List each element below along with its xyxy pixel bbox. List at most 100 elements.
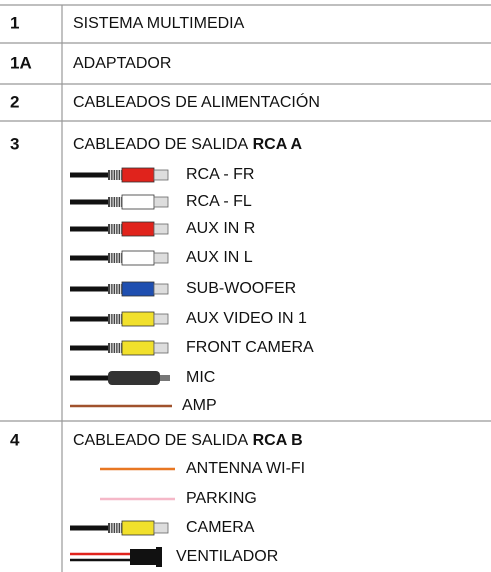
- fan-latch: [156, 547, 162, 567]
- jack-body: [108, 371, 160, 385]
- crimp-ridge: [120, 170, 122, 180]
- crimp-ridge: [112, 284, 114, 294]
- item-label: PARKING: [186, 490, 257, 507]
- connector-icon: [70, 221, 169, 237]
- crimp-ridge: [112, 170, 114, 180]
- row-label: ADAPTADOR: [73, 55, 171, 72]
- crimp-ridge: [110, 523, 112, 533]
- item-label: AUX VIDEO IN 1: [186, 310, 307, 327]
- crimp-ridge: [120, 343, 122, 353]
- label-text: CABLEADOS DE ALIMENTACIÓN: [73, 92, 320, 111]
- crimp-ridge: [120, 224, 122, 234]
- crimp-ridge: [112, 197, 114, 207]
- connector-icon: [70, 547, 162, 567]
- label-text: CABLEADO DE SALIDA: [73, 432, 249, 449]
- item-label: FRONT CAMERA: [186, 339, 314, 356]
- crimp-ridge: [115, 314, 117, 324]
- plug-body: [121, 250, 155, 266]
- crimp-ridge: [117, 523, 119, 533]
- plug-body: [121, 194, 155, 210]
- row-label: SISTEMA MULTIMEDIA: [73, 15, 245, 32]
- crimp-ridge: [120, 284, 122, 294]
- plug-tip: [153, 342, 169, 354]
- crimp-ridge: [117, 197, 119, 207]
- connector-icon: [70, 194, 169, 210]
- crimp-ridge: [117, 284, 119, 294]
- crimp-ridge: [117, 224, 119, 234]
- fan-connector: [130, 549, 156, 565]
- crimp-ridge: [110, 170, 112, 180]
- label-text: CABLEADO DE SALIDA: [73, 136, 249, 153]
- plug-tip: [153, 169, 169, 181]
- row-number: 1: [10, 13, 19, 32]
- row-number: 1A: [10, 53, 32, 72]
- connector-icon: [70, 340, 169, 356]
- crimp-ridge: [115, 523, 117, 533]
- cable: [70, 375, 110, 381]
- plug-tip: [153, 223, 169, 235]
- crimp-ridge: [120, 314, 122, 324]
- crimp-ridge: [115, 197, 117, 207]
- crimp-ridge: [117, 343, 119, 353]
- table-grid: [0, 4, 491, 572]
- cable: [70, 345, 110, 351]
- item-label: AMP: [182, 397, 217, 414]
- plug-tip: [153, 196, 169, 208]
- crimp-ridge: [110, 253, 112, 263]
- crimp-ridge: [117, 314, 119, 324]
- crimp-ridge: [115, 343, 117, 353]
- plug-body: [121, 281, 155, 297]
- crimp-ridge: [110, 343, 112, 353]
- crimp-ridge: [110, 224, 112, 234]
- connector-icon: [70, 250, 169, 266]
- plug-tip: [153, 283, 169, 295]
- crimp-ridge: [120, 197, 122, 207]
- connector-icon: [70, 371, 170, 385]
- connector-icon: [70, 167, 169, 183]
- item-label: CAMERA: [186, 519, 255, 536]
- item-label: VENTILADOR: [176, 548, 278, 565]
- row-label: CABLEADO DE SALIDA RCA B: [73, 432, 303, 449]
- crimp-ridge: [117, 170, 119, 180]
- crimp-ridge: [110, 284, 112, 294]
- item-label: SUB-WOOFER: [186, 280, 296, 297]
- label-bold: RCA A: [253, 136, 303, 153]
- plug-tip: [153, 313, 169, 325]
- crimp-ridge: [115, 284, 117, 294]
- item-label: MIC: [186, 369, 215, 386]
- item-label: RCA - FL: [186, 193, 252, 210]
- cable: [70, 525, 110, 531]
- crimp-ridge: [112, 343, 114, 353]
- label-text: SISTEMA MULTIMEDIA: [73, 15, 245, 32]
- row-label: CABLEADOS DE ALIMENTACIÓN: [73, 92, 320, 111]
- item-label: AUX IN R: [186, 220, 255, 237]
- plug-body: [121, 221, 155, 237]
- crimp-ridge: [110, 314, 112, 324]
- item-label: ANTENNA WI-FI: [186, 460, 305, 477]
- connector-icon: [70, 281, 169, 297]
- connector-icon: [70, 520, 169, 536]
- crimp-ridge: [120, 253, 122, 263]
- crimp-ridge: [112, 224, 114, 234]
- crimp-ridge: [120, 523, 122, 533]
- plug-tip: [153, 522, 169, 534]
- crimp-ridge: [112, 523, 114, 533]
- cable: [70, 199, 110, 205]
- cable: [70, 316, 110, 322]
- cable: [70, 255, 110, 261]
- cable: [70, 286, 110, 292]
- plug-body: [121, 311, 155, 327]
- cable: [70, 172, 110, 178]
- crimp-ridge: [110, 197, 112, 207]
- plug-body: [121, 340, 155, 356]
- crimp-ridge: [112, 253, 114, 263]
- table-content: 1 SISTEMA MULTIMEDIA 1A ADAPTADOR 2 CABLEADOS…: [10, 13, 320, 567]
- label-bold: RCA B: [253, 432, 303, 449]
- crimp-ridge: [115, 253, 117, 263]
- label-text: ADAPTADOR: [73, 55, 171, 72]
- crimp-ridge: [115, 170, 117, 180]
- crimp-ridge: [115, 224, 117, 234]
- crimp-ridge: [117, 253, 119, 263]
- row-number: 2: [10, 92, 19, 111]
